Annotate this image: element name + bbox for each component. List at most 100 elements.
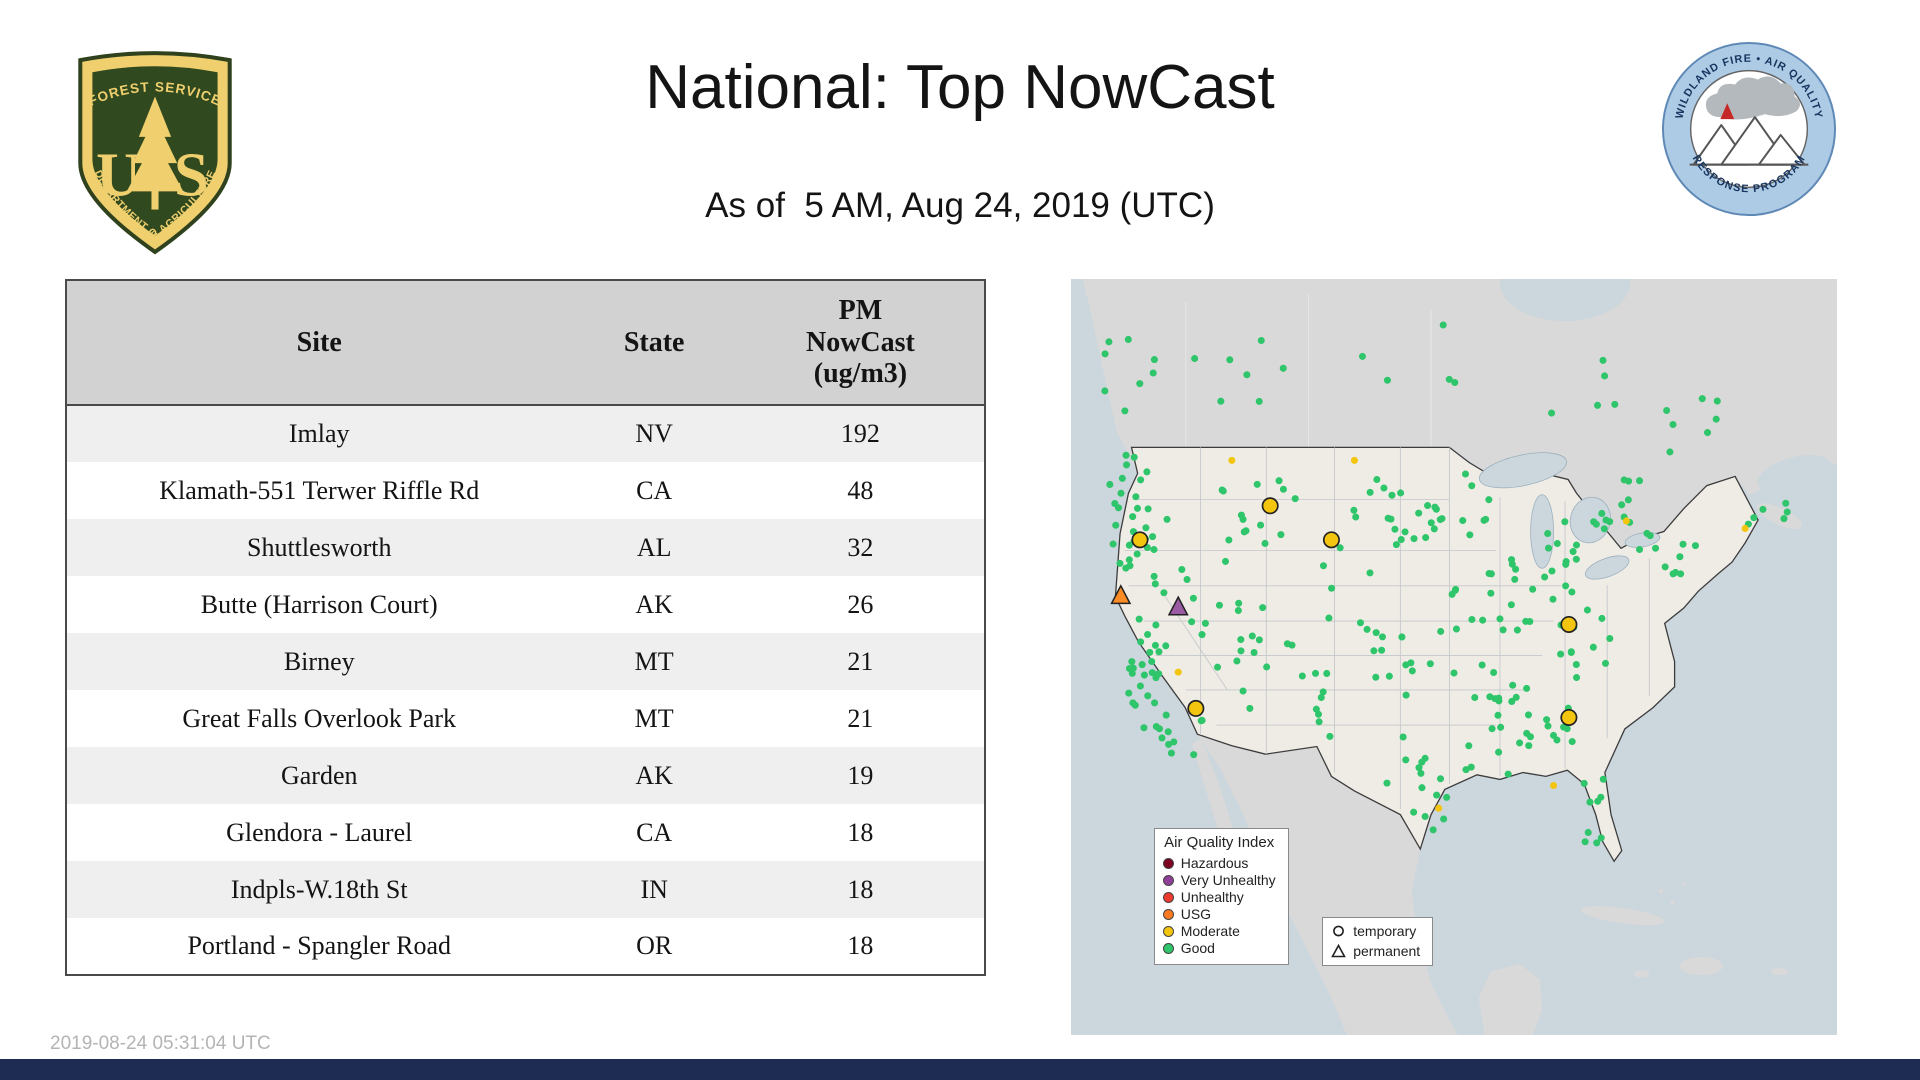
monitor-dot-good <box>1131 701 1139 709</box>
monitor-dot-good <box>1144 505 1152 513</box>
monitor-dot-good <box>1319 688 1327 696</box>
monitor-dot-good <box>1148 657 1156 666</box>
table-row: Birney MT 21 <box>66 633 985 690</box>
monitor-dot-good <box>1275 477 1283 485</box>
monitor-dot-good <box>1440 815 1448 823</box>
monitor-dot-good <box>1553 540 1561 548</box>
monitor-dot-good <box>1499 626 1507 634</box>
monitor-dot-good <box>1401 528 1409 536</box>
monitor-dot-good <box>1636 477 1644 485</box>
monitor-dot-good <box>1663 406 1671 414</box>
monitor-dot-good <box>1704 429 1712 437</box>
monitor-dot-moderate <box>1228 456 1236 464</box>
monitor-dot-good <box>1421 812 1429 820</box>
monitor-dot-good <box>1402 661 1410 669</box>
monitor-dot-good <box>1402 756 1410 764</box>
site-cell: Birney <box>283 646 355 676</box>
monitor-dot-good <box>1356 619 1364 627</box>
monitor-dot-good <box>1548 409 1556 417</box>
monitor-dot-good <box>1402 691 1410 699</box>
monitor-dot-good <box>1132 493 1140 501</box>
monitor-dot-good <box>1397 489 1405 497</box>
table-row: Imlay NV 192 <box>66 405 985 462</box>
table-row: Indpls-W.18th St IN 18 <box>66 861 985 918</box>
bottom-bar <box>0 1059 1920 1080</box>
monitor-dot-good <box>1424 502 1432 510</box>
monitor-dot-good <box>1312 705 1320 713</box>
monitor-dot-good <box>1372 629 1380 637</box>
table-row: Butte (Harrison Court) AK 26 <box>66 576 985 633</box>
monitor-dot-good <box>1150 356 1158 364</box>
monitor-dot-good <box>1116 559 1124 567</box>
value-cell: 18 <box>847 817 874 847</box>
monitor-dot-good <box>1257 337 1265 345</box>
monitor-dot-good <box>1467 763 1475 771</box>
monitor-dot-good <box>1512 565 1520 573</box>
monitor-dot-good <box>1507 601 1515 609</box>
monitor-dot-moderate <box>1174 668 1182 676</box>
site-cell: Great Falls Overlook Park <box>182 703 457 733</box>
site-cell: Shuttlesworth <box>247 532 392 562</box>
shape-legend: temporary permanent <box>1322 917 1434 967</box>
monitor-dot-good <box>1151 699 1159 707</box>
monitor-dot-good <box>1666 448 1674 456</box>
aqi-legend-title: Air Quality Index <box>1164 833 1275 851</box>
monitor-dot-good <box>1248 632 1256 640</box>
aqi-color-swatch <box>1162 908 1174 920</box>
state-cell: IN <box>640 874 668 904</box>
monitor-dot-good <box>1676 553 1684 561</box>
aqi-color-swatch <box>1162 857 1174 869</box>
state-cell: CA <box>636 817 673 847</box>
monitor-dot-good <box>1149 369 1157 377</box>
monitor-dot-good <box>1516 739 1524 747</box>
table-row: Glendora - Laurel CA 18 <box>66 804 985 861</box>
monitor-dot-good <box>1459 517 1467 525</box>
monitor-dot-good <box>1235 599 1243 607</box>
wildland-fire-air-quality-logo: WILDLAND FIRE • AIR QUALITY RESPONSE PRO… <box>1661 41 1837 217</box>
good-dots-layer <box>1101 321 1791 847</box>
forest-service-logo: FOREST SERVICE U S DEPARTMENT OF AGRICUL… <box>78 51 232 255</box>
monitor-dot-good <box>1352 513 1360 521</box>
monitor-dot-good <box>1383 376 1391 384</box>
monitor-dot-good <box>1378 646 1386 654</box>
monitor-dot-good <box>1594 797 1602 805</box>
monitor-dot-good <box>1146 648 1154 656</box>
site-cell: Glendora - Laurel <box>226 817 413 847</box>
aqi-color-swatch <box>1162 874 1174 886</box>
column-header: PM NowCast (ug/m3) <box>736 280 985 406</box>
generation-timestamp: 2019-08-24 05:31:04 UTC <box>50 1033 271 1054</box>
monitor-dot-good <box>1541 573 1549 581</box>
monitor-dot-good <box>1468 615 1476 624</box>
fs-tree-icon <box>126 96 184 210</box>
monitor-dot-good <box>1315 718 1323 726</box>
column-header: State <box>571 280 737 406</box>
monitor-dot-good <box>1239 687 1247 695</box>
monitor-dot-good <box>1581 838 1589 846</box>
monitor-dot-good <box>1144 692 1152 700</box>
monitor-dot-good <box>1380 484 1388 492</box>
monitor-dot-good <box>1373 475 1381 483</box>
monitor-dot-good <box>1549 595 1557 603</box>
monitor-dot-good <box>1135 615 1143 623</box>
monitor-dot-good <box>1563 725 1571 733</box>
monitor-dot-good <box>1190 751 1198 759</box>
monitor-dot-good <box>1133 504 1142 512</box>
monitor-dot-good <box>1188 618 1196 626</box>
cuba-island <box>1580 906 1665 926</box>
monitor-dot-good <box>1562 582 1570 590</box>
monitor-dot-good <box>1399 733 1407 741</box>
monitor-dot-good <box>1544 722 1552 730</box>
monitor-dot-good <box>1422 534 1430 542</box>
aqi-legend: Air Quality Index Hazardous Very Unhealth… <box>1153 827 1289 965</box>
monitor-dot-good <box>1602 516 1610 524</box>
monitor-dot-good <box>1225 536 1233 544</box>
monitor-dot-good <box>1101 387 1109 395</box>
monitor-dot-good <box>1508 697 1516 705</box>
monitor-dot-good <box>1436 516 1444 524</box>
aqi-legend-item: Good <box>1162 940 1276 957</box>
monitor-dot-good <box>1643 529 1651 537</box>
monitor-dot-good <box>1259 604 1267 612</box>
monitor-dot-good <box>1713 397 1721 405</box>
monitor-dot-good <box>1611 400 1619 408</box>
site-cell: Indpls-W.18th St <box>230 874 408 904</box>
